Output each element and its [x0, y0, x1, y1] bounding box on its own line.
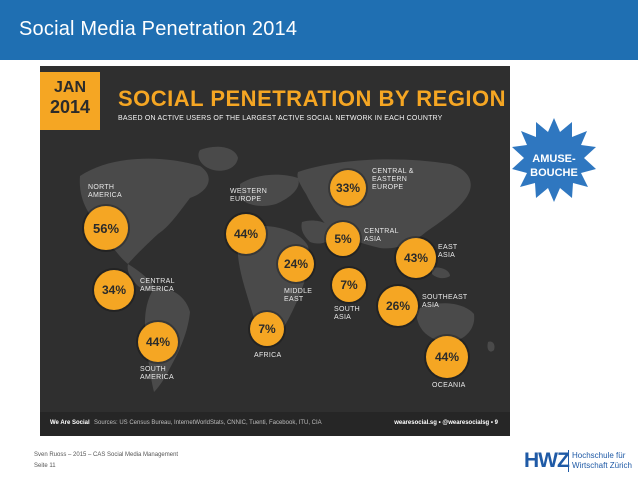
date-badge: JAN 2014 — [40, 72, 100, 130]
bubble-south-asia: 7% — [332, 268, 366, 302]
infographic-title: SOCIAL PENETRATION BY REGION — [118, 86, 507, 111]
bubble-africa: 7% — [250, 312, 284, 346]
bubble-oceania: 44% — [426, 336, 468, 378]
label-western-europe: WESTERN EUROPE — [230, 188, 268, 203]
logo-line-1: Hochschule für — [572, 451, 626, 460]
label-central-america: CENTRAL AMERICA — [140, 278, 175, 293]
logo-divider — [568, 450, 569, 472]
date-badge-month: JAN — [53, 79, 86, 96]
infographic-subtitle: BASED ON ACTIVE USERS OF THE LARGEST ACT… — [118, 115, 443, 122]
label-south-america: SOUTH AMERICA — [140, 366, 174, 381]
bubble-southeast-asia: 26% — [378, 286, 418, 326]
footer-links: wearesocial.sg • @wearesocialsg • 9 — [394, 420, 498, 426]
amuse-bouche-label: AMUSE- BOUCHE — [530, 153, 578, 179]
label-middle-east: MIDDLE EAST — [284, 288, 313, 303]
infographic: JAN 2014 SOCIAL PENETRATION BY REGION BA… — [40, 66, 510, 436]
title-bar: Social Media Penetration 2014 — [0, 0, 638, 60]
label-oceania: OCEANIA — [432, 382, 466, 389]
slide-author: Sven Ruoss – 2015 – CAS Social Media Man… — [34, 452, 179, 458]
hwz-logo-mark: HWZ — [524, 449, 570, 472]
label-south-asia: SOUTH ASIA — [334, 306, 360, 321]
label-africa: AFRICA — [254, 352, 282, 359]
bubble-central-asia: 5% — [326, 222, 360, 256]
label-southeast-asia: SOUTHEAST ASIA — [422, 294, 468, 309]
label-north-america: NORTH AMERICA — [88, 184, 122, 199]
date-badge-year: 2014 — [49, 97, 91, 117]
bubble-central-america: 34% — [94, 270, 134, 310]
bubble-western-europe: 44% — [226, 214, 266, 254]
footer-brand: We Are Social — [50, 420, 90, 426]
logo-line-2: Wirtschaft Zürich — [572, 461, 633, 470]
bubble-middle-east: 24% — [278, 246, 314, 282]
bubble-east-asia: 43% — [396, 238, 436, 278]
label-central-asia: CENTRAL ASIA — [364, 228, 399, 243]
hwz-logo: HWZ Hochschule für Wirtschaft Zürich — [524, 448, 634, 474]
infographic-footer: We Are Social Sources: US Census Bureau,… — [40, 412, 510, 436]
footer-sources: Sources: US Census Bureau, InternetWorld… — [94, 420, 322, 426]
slide-title: Social Media Penetration 2014 — [19, 18, 298, 40]
label-central-eastern-europe: CENTRAL & EASTERN EUROPE — [372, 168, 414, 191]
slide-page-number: Seite 11 — [34, 463, 56, 469]
bubble-central-eastern-europe: 33% — [330, 170, 366, 206]
label-east-asia: EAST ASIA — [438, 244, 458, 259]
hwz-logo-text: Hochschule für Wirtschaft Zürich — [572, 451, 632, 471]
bubble-south-america: 44% — [138, 322, 178, 362]
bubble-north-america: 56% — [84, 206, 128, 250]
starburst-badge-icon — [512, 118, 596, 202]
